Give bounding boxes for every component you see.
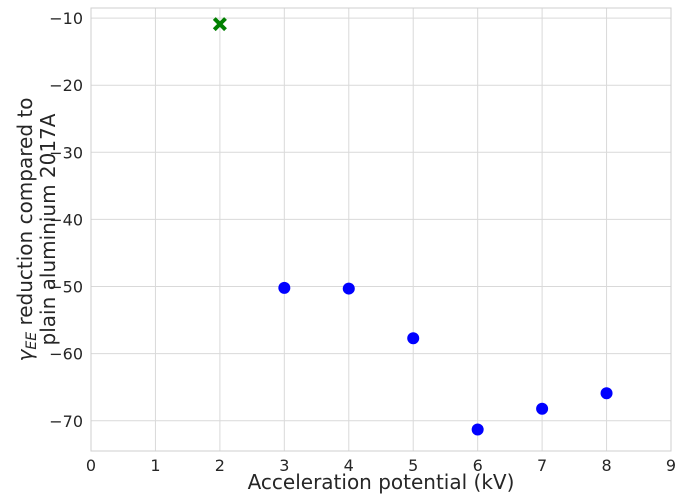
data-point: [278, 281, 291, 294]
x-tick-label: 0: [86, 456, 96, 475]
x-tick-label: 3: [279, 456, 289, 475]
data-point: [407, 332, 420, 345]
x-tick-label: 2: [215, 456, 225, 475]
x-axis-title: Acceleration potential (kV): [248, 470, 515, 494]
y-tick-label: −60: [49, 345, 83, 364]
y-tick-label: −70: [49, 412, 83, 431]
y-tick-label: −10: [49, 9, 83, 28]
y-tick-label: −30: [49, 143, 83, 162]
x-tick-label: 8: [601, 456, 611, 475]
x-tick-label: 7: [537, 456, 547, 475]
data-point: [600, 387, 613, 400]
y-axis-gamma: γ: [13, 348, 37, 361]
y-tick-label: −40: [49, 210, 83, 229]
y-tick-labels: −70 −60 −50 −40 −30 −20 −10: [49, 9, 83, 431]
x-tick-label: 4: [344, 456, 354, 475]
y-axis-title-line2: plain aluminium 2017A: [36, 113, 60, 345]
y-tick-label: −50: [49, 278, 83, 297]
x-tick-label: 1: [150, 456, 160, 475]
y-tick-label: −20: [49, 76, 83, 95]
y-axis-subscript: EE: [24, 332, 40, 350]
grid-lines: [90, 8, 672, 451]
x-tick-label: 9: [666, 456, 676, 475]
data-point: [342, 282, 355, 295]
data-points: [212, 17, 613, 436]
data-point: [536, 402, 549, 415]
y-axis-title-line1: γEE reduction compared to: [13, 98, 40, 362]
y-axis-title: γEE reduction compared to plain aluminiu…: [13, 98, 60, 362]
x-tick-label: 6: [473, 456, 483, 475]
x-tick-label: 5: [408, 456, 418, 475]
plot-frame: [90, 7, 672, 452]
data-point: [471, 423, 484, 436]
data-point-x-marker: [212, 17, 227, 32]
x-tick-labels: 0 1 2 3 4 5 6 7 8 9: [86, 456, 676, 475]
y-axis-title-rest: reduction compared to: [13, 98, 37, 332]
